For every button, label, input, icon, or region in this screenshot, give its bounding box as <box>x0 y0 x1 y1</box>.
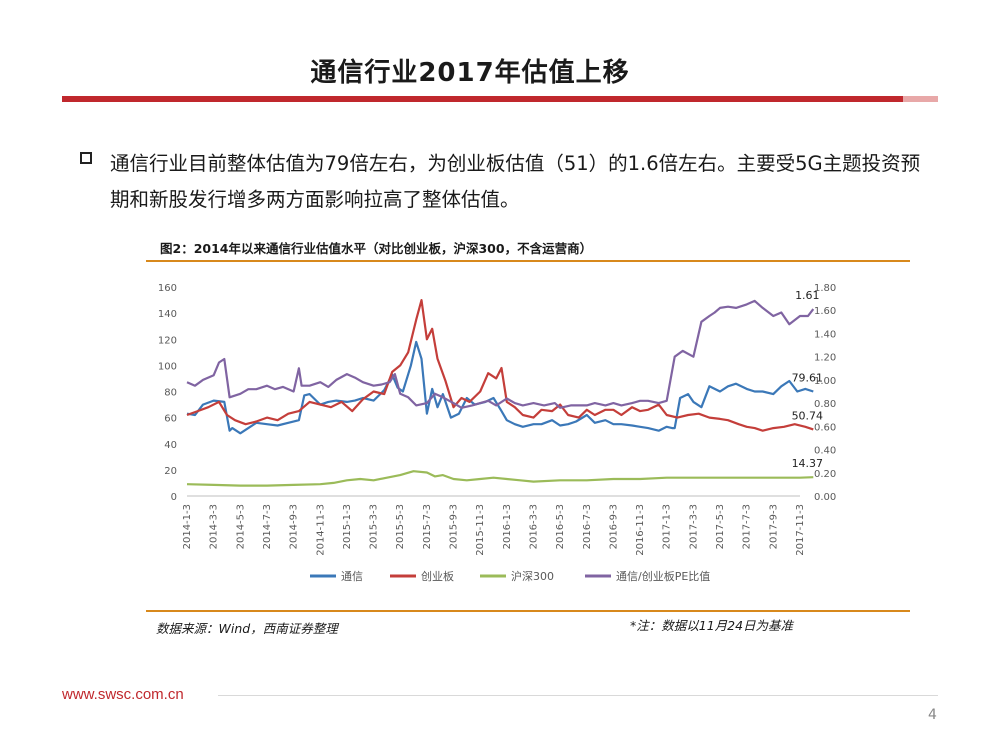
x-tick-label: 2015-11-3 <box>475 504 486 556</box>
website-url: www.swsc.com.cn <box>62 686 184 703</box>
x-tick-label: 2015-5-3 <box>395 504 406 549</box>
y-right-tick-label: 1.60 <box>814 306 836 317</box>
source-note: 数据来源：Wind，西南证券整理 <box>156 621 338 636</box>
x-tick-label: 2015-7-3 <box>422 504 433 549</box>
y-left-tick-label: 60 <box>164 414 177 425</box>
x-tick-label: 2016-5-3 <box>555 504 566 549</box>
x-tick-label: 2016-7-3 <box>582 504 593 549</box>
y-right-tick-label: 1.00 <box>814 376 836 387</box>
x-tick-label: 2017-9-3 <box>768 504 779 549</box>
x-tick-label: 2016-3-3 <box>528 504 539 549</box>
series-end-label: 50.74 <box>792 409 824 422</box>
x-tick-label: 2014-7-3 <box>262 504 273 549</box>
x-tick-label: 2014-3-3 <box>209 504 220 549</box>
y-left-tick-label: 160 <box>158 283 177 294</box>
series-line <box>186 299 814 432</box>
x-tick-label: 2017-1-3 <box>662 504 673 549</box>
legend-label: 沪深300 <box>511 569 554 583</box>
x-tick-label: 2016-1-3 <box>502 504 513 549</box>
y-left-tick-label: 0 <box>171 492 177 503</box>
page-number: 4 <box>928 707 937 723</box>
x-tick-label: 2016-11-3 <box>635 504 646 556</box>
series-end-label: 1.61 <box>795 289 820 302</box>
y-right-tick-label: 1.80 <box>814 283 836 294</box>
title-bar <box>62 96 938 102</box>
x-tick-label: 2015-1-3 <box>342 504 353 549</box>
footer-divider <box>218 695 938 696</box>
x-tick-label: 2014-9-3 <box>289 504 300 549</box>
y-left-tick-label: 80 <box>164 388 177 399</box>
y-right-tick-label: 0.20 <box>814 469 836 480</box>
y-left-tick-label: 20 <box>164 466 177 477</box>
series-line <box>186 340 814 435</box>
x-tick-label: 2014-1-3 <box>182 504 193 549</box>
title-bar-red <box>62 96 903 102</box>
slide-title: 通信行业2017年估值上移 <box>310 58 630 88</box>
date-note: *注：数据以11月24日为基准 <box>630 618 794 633</box>
y-right-tick-label: 1.40 <box>814 329 836 340</box>
square-bullet-icon <box>80 152 92 164</box>
x-tick-label: 2015-3-3 <box>369 504 380 549</box>
x-tick-label: 2014-11-3 <box>315 504 326 556</box>
series-line <box>186 299 815 409</box>
figure-caption: 图2：2014年以来通信行业估值水平（对比创业板，沪深300，不含运营商） <box>160 241 593 256</box>
y-right-tick-label: 0.00 <box>814 492 836 503</box>
x-tick-label: 2016-9-3 <box>608 504 619 549</box>
legend-label: 通信 <box>341 570 363 583</box>
series-line <box>186 470 814 487</box>
x-tick-label: 2017-11-3 <box>795 504 806 556</box>
y-right-tick-label: 0.40 <box>814 446 836 457</box>
series-end-label: 79.61 <box>792 372 824 385</box>
legend-label: 创业板 <box>421 569 454 583</box>
x-tick-label: 2017-3-3 <box>688 504 699 549</box>
bullet-text: 通信行业目前整体估值为79倍左右，为创业板估值（51）的1.6倍左右。主要受5G… <box>110 152 921 211</box>
legend-label: 通信/创业板PE比值 <box>616 569 710 583</box>
y-left-tick-label: 120 <box>158 335 177 346</box>
source-rule <box>146 610 910 612</box>
x-tick-label: 2014-5-3 <box>235 504 246 549</box>
y-right-tick-label: 1.20 <box>814 353 836 364</box>
series-end-label: 14.37 <box>792 457 824 470</box>
y-right-tick-label: 0.80 <box>814 399 836 410</box>
caption-rule <box>146 260 910 262</box>
y-right-tick-label: 0.60 <box>814 422 836 433</box>
y-left-tick-label: 100 <box>158 361 177 372</box>
y-left-tick-label: 40 <box>164 440 177 451</box>
x-tick-label: 2017-5-3 <box>715 504 726 549</box>
line-chart: 0 20 40 60 80 100 120 140 160 0.00 0.20 0.40 0.60 0.8… <box>158 283 836 583</box>
x-tick-label: 2017-7-3 <box>742 504 753 549</box>
y-left-tick-label: 140 <box>158 309 177 320</box>
x-tick-label: 2015-9-3 <box>449 504 460 549</box>
